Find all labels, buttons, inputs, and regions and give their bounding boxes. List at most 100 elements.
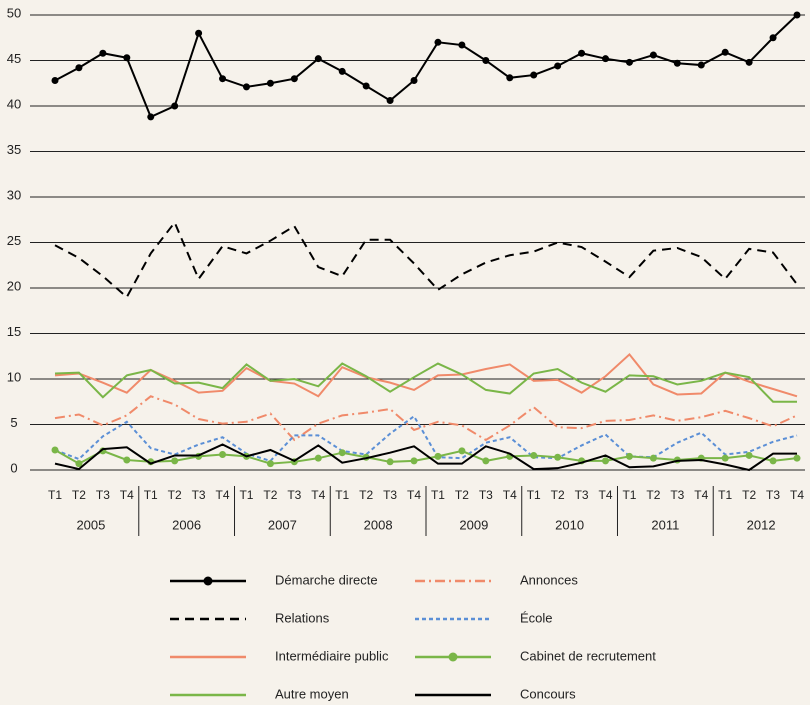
marker bbox=[769, 457, 777, 465]
x-tick-label: T4 bbox=[407, 488, 421, 502]
x-tick-label: T3 bbox=[383, 488, 397, 502]
series-line bbox=[54, 449, 798, 465]
legend-label: Autre moyen bbox=[275, 686, 349, 701]
series-line bbox=[54, 395, 798, 442]
marker bbox=[219, 75, 227, 83]
legend-label: Cabinet de recrutement bbox=[520, 648, 656, 663]
legend-label: Concours bbox=[520, 686, 576, 701]
x-tick-label: T3 bbox=[287, 488, 301, 502]
x-tick-label: T1 bbox=[622, 488, 636, 502]
x-tick-label: T2 bbox=[551, 488, 565, 502]
series-line bbox=[54, 414, 798, 463]
x-tick-label: T4 bbox=[216, 488, 230, 502]
x-group-label: 2012 bbox=[747, 517, 776, 532]
y-tick-label: 10 bbox=[7, 369, 21, 384]
x-tick-label: T2 bbox=[168, 488, 182, 502]
marker bbox=[171, 102, 179, 110]
x-tick-label: T3 bbox=[766, 488, 780, 502]
series-line bbox=[54, 352, 798, 398]
series-line bbox=[54, 362, 797, 403]
x-tick-label: T1 bbox=[335, 488, 349, 502]
marker bbox=[673, 59, 681, 67]
marker bbox=[314, 55, 322, 63]
marker bbox=[458, 41, 466, 49]
x-tick-label: T4 bbox=[599, 488, 613, 502]
marker bbox=[506, 74, 514, 82]
marker bbox=[482, 457, 490, 465]
x-tick-label: T1 bbox=[718, 488, 732, 502]
marker bbox=[530, 71, 538, 79]
marker bbox=[458, 447, 466, 455]
marker bbox=[530, 451, 538, 459]
marker bbox=[793, 11, 801, 19]
series-line bbox=[54, 220, 798, 299]
y-tick-label: 20 bbox=[7, 278, 21, 293]
series-line bbox=[54, 443, 797, 472]
marker bbox=[625, 452, 633, 460]
x-tick-label: T4 bbox=[694, 488, 708, 502]
marker bbox=[362, 82, 370, 90]
marker bbox=[338, 449, 346, 457]
marker bbox=[769, 34, 777, 42]
marker bbox=[602, 55, 610, 63]
x-tick-label: T3 bbox=[575, 488, 589, 502]
x-group-label: 2007 bbox=[268, 517, 297, 532]
x-tick-label: T3 bbox=[96, 488, 110, 502]
y-tick-label: 35 bbox=[7, 142, 21, 157]
x-tick-label: T1 bbox=[144, 488, 158, 502]
marker bbox=[314, 454, 322, 462]
series-line bbox=[54, 14, 798, 119]
marker bbox=[602, 457, 610, 465]
marker bbox=[75, 460, 83, 468]
marker bbox=[219, 451, 227, 459]
y-tick-label: 45 bbox=[7, 51, 21, 66]
marker bbox=[99, 49, 107, 57]
y-tick-label: 0 bbox=[10, 460, 17, 475]
x-tick-label: T2 bbox=[646, 488, 660, 502]
marker bbox=[434, 452, 442, 460]
x-group-label: 2009 bbox=[459, 517, 488, 532]
x-tick-label: T4 bbox=[790, 488, 804, 502]
x-tick-label: T1 bbox=[48, 488, 62, 502]
marker bbox=[195, 29, 203, 37]
x-tick-label: T2 bbox=[72, 488, 86, 502]
x-group-label: 2005 bbox=[76, 517, 105, 532]
legend-label: Relations bbox=[275, 610, 330, 625]
marker bbox=[266, 79, 274, 87]
y-tick-label: 40 bbox=[7, 96, 21, 111]
marker bbox=[51, 77, 59, 85]
x-tick-label: T1 bbox=[527, 488, 541, 502]
x-group-label: 2011 bbox=[651, 517, 679, 532]
marker bbox=[721, 454, 729, 462]
x-tick-label: T4 bbox=[120, 488, 134, 502]
marker bbox=[554, 62, 562, 70]
marker bbox=[123, 54, 131, 62]
y-tick-label: 15 bbox=[7, 324, 21, 339]
marker bbox=[554, 453, 562, 461]
marker bbox=[266, 460, 274, 468]
x-tick-label: T3 bbox=[670, 488, 684, 502]
legend-marker bbox=[203, 576, 213, 586]
legend-label: École bbox=[520, 610, 553, 625]
marker bbox=[482, 57, 490, 64]
x-tick-label: T2 bbox=[742, 488, 756, 502]
marker bbox=[242, 83, 250, 91]
marker bbox=[386, 97, 394, 105]
marker bbox=[410, 77, 418, 85]
y-tick-label: 5 bbox=[10, 415, 17, 430]
marker bbox=[338, 67, 346, 75]
marker bbox=[625, 58, 633, 66]
marker bbox=[171, 457, 179, 465]
marker bbox=[434, 38, 442, 46]
marker bbox=[410, 457, 418, 465]
marker bbox=[147, 113, 155, 121]
marker bbox=[745, 58, 753, 66]
marker bbox=[578, 49, 586, 57]
marker bbox=[649, 454, 657, 462]
y-tick-label: 50 bbox=[7, 5, 21, 20]
x-tick-label: T4 bbox=[503, 488, 517, 502]
marker bbox=[649, 51, 657, 59]
x-tick-label: T4 bbox=[311, 488, 325, 502]
x-tick-label: T2 bbox=[455, 488, 469, 502]
